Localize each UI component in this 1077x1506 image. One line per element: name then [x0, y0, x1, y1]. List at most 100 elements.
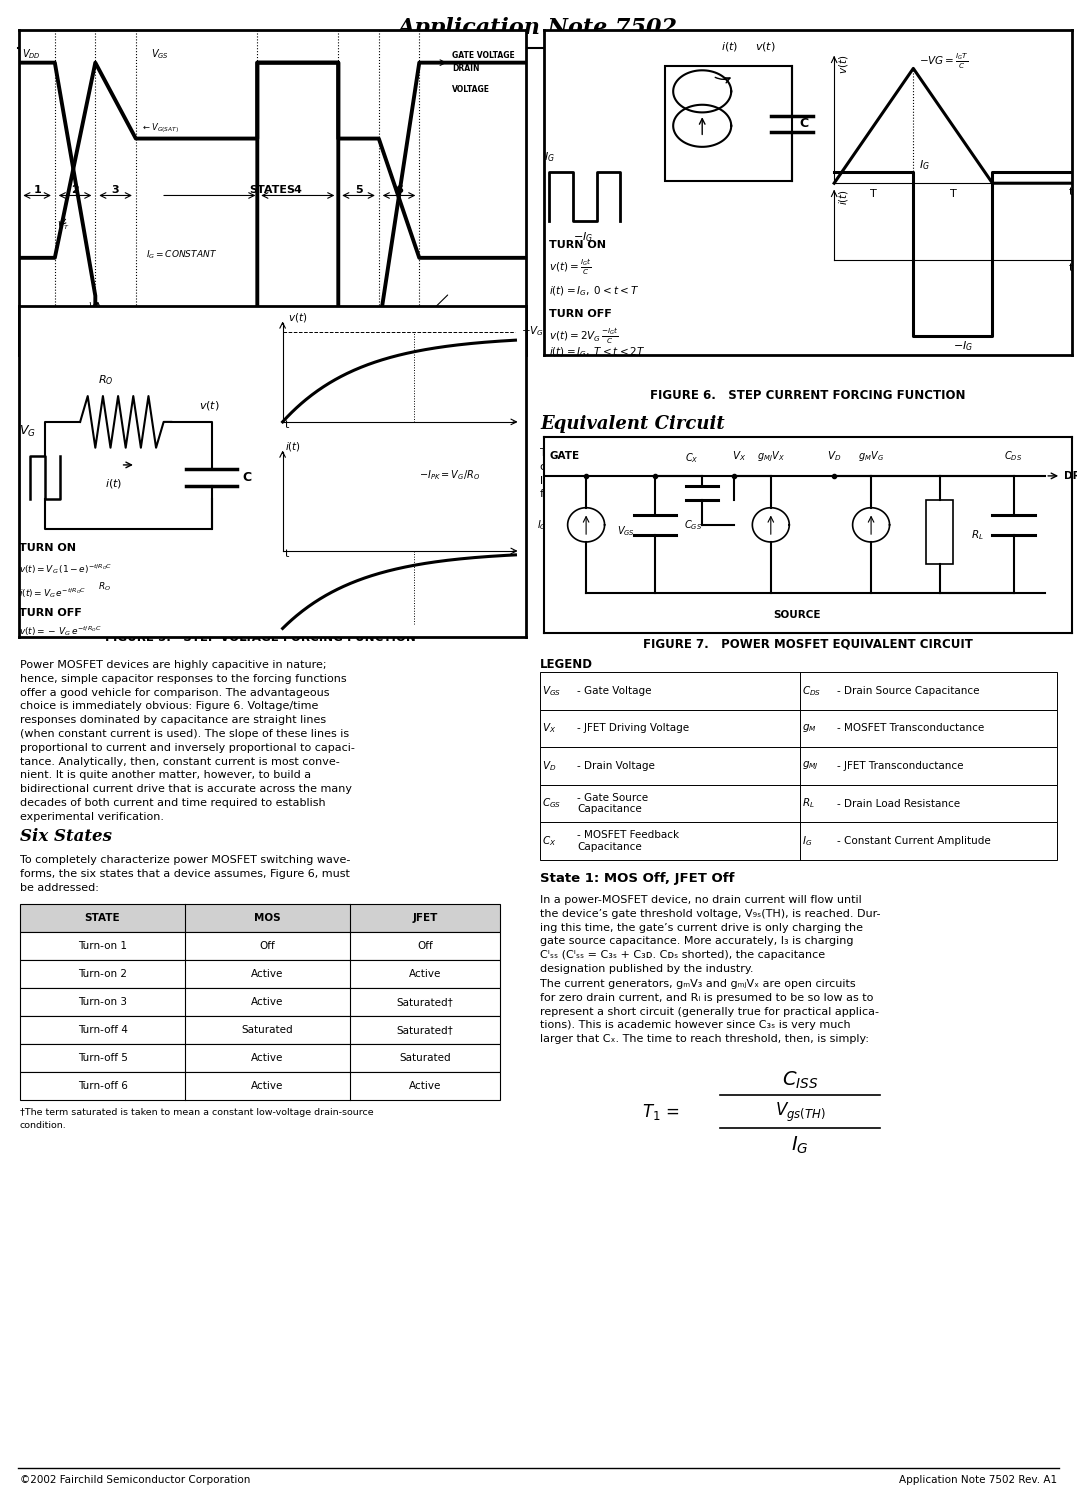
Text: - JFET Driving Voltage: - JFET Driving Voltage — [577, 723, 689, 733]
Text: $g_M$: $g_M$ — [802, 723, 816, 735]
Text: $C_X$: $C_X$ — [542, 834, 557, 848]
Text: (when constant current is used). The slope of these lines is: (when constant current is used). The slo… — [20, 729, 349, 739]
Text: $v(t) = -\,V_G\,e^{-t/R_OC}$: $v(t) = -\,V_G\,e^{-t/R_OC}$ — [19, 625, 102, 639]
Text: ©2002 Fairchild Semiconductor Corporation: ©2002 Fairchild Semiconductor Corporatio… — [20, 1474, 250, 1485]
Text: $-I_G$: $-I_G$ — [573, 230, 593, 244]
Text: $V_D$: $V_D$ — [542, 759, 557, 773]
Text: FIGURE 5.   STEP-VOLTAGE FORCING FUNCTION: FIGURE 5. STEP-VOLTAGE FORCING FUNCTION — [104, 631, 416, 643]
Text: $R_O$: $R_O$ — [98, 581, 111, 593]
Text: FIGURE 4.   IDEALIZED POWER MOSFET WAVEFORMS: FIGURE 4. IDEALIZED POWER MOSFET WAVEFOR… — [86, 392, 434, 405]
Bar — [20, 1044, 500, 1072]
Text: STATE: STATE — [85, 913, 121, 923]
Text: $V_X$: $V_X$ — [732, 449, 746, 462]
Text: TURN OFF: TURN OFF — [549, 309, 612, 319]
Text: represent a short circuit (generally true for practical applica-: represent a short circuit (generally tru… — [540, 1006, 879, 1017]
Text: $R_O$: $R_O$ — [98, 373, 113, 387]
Text: Application Note 7502 Rev. A1: Application Note 7502 Rev. A1 — [899, 1474, 1057, 1485]
Text: Active: Active — [409, 1081, 442, 1090]
Text: TURN ON: TURN ON — [549, 241, 606, 250]
Text: $V_X$: $V_X$ — [542, 721, 556, 735]
Text: $i(t)$: $i(t)$ — [285, 440, 302, 453]
Text: for zero drain current, and Rₗ is presumed to be so low as to: for zero drain current, and Rₗ is presum… — [540, 992, 873, 1003]
Text: - Gate Source
Capacitance: - Gate Source Capacitance — [577, 792, 648, 815]
Bar — [20, 904, 500, 932]
Text: Turn-off 6: Turn-off 6 — [78, 1081, 127, 1090]
Bar — [540, 822, 1057, 860]
Text: choice is immediately obvious: Figure 6. Voltage/time: choice is immediately obvious: Figure 6.… — [20, 702, 319, 711]
Text: - Constant Current Amplitude: - Constant Current Amplitude — [837, 836, 991, 846]
Text: Application Note 7502: Application Note 7502 — [398, 17, 679, 39]
Text: $\leftarrow V_{G(SAT)}$: $\leftarrow V_{G(SAT)}$ — [141, 120, 179, 136]
Text: $V_T$: $V_T$ — [57, 218, 70, 232]
Text: FIGURE 6.   STEP CURRENT FORCING FUNCTION: FIGURE 6. STEP CURRENT FORCING FUNCTION — [651, 389, 966, 402]
Text: 5: 5 — [354, 185, 362, 194]
Text: Turn-on 1: Turn-on 1 — [78, 941, 127, 950]
Text: Saturated†: Saturated† — [396, 997, 453, 1008]
Text: t: t — [285, 550, 290, 559]
Text: Cᴵₛₛ (Cᴵₛₛ = C₃ₛ + C₃ᴅ. Cᴅₛ shorted), the capacitance: Cᴵₛₛ (Cᴵₛₛ = C₃ₛ + C₃ᴅ. Cᴅₛ shorted), th… — [540, 950, 825, 961]
Text: DRAIN: DRAIN — [452, 63, 479, 72]
Text: STATES: STATES — [250, 185, 295, 194]
Bar — [926, 500, 953, 565]
Text: C: C — [800, 117, 809, 131]
Text: $R_L$: $R_L$ — [802, 797, 815, 810]
Text: $V_G$: $V_G$ — [19, 423, 37, 438]
Text: Saturated†: Saturated† — [396, 1026, 453, 1035]
Text: $C_{GS}$: $C_{GS}$ — [542, 797, 561, 810]
Text: TURN OFF: TURN OFF — [19, 607, 82, 617]
Text: $C_{DS}$: $C_{DS}$ — [802, 684, 821, 697]
Text: $V_D$: $V_D$ — [827, 449, 841, 462]
Text: offer a good vehicle for comparison. The advantageous: offer a good vehicle for comparison. The… — [20, 688, 330, 697]
Text: 4: 4 — [294, 185, 302, 194]
Text: GATE VOLTAGE: GATE VOLTAGE — [452, 51, 515, 60]
Text: $V_{gs(TH)}$: $V_{gs(TH)}$ — [774, 1101, 825, 1123]
Text: larger that Cₓ. The time to reach threshold, then, is simply:: larger that Cₓ. The time to reach thresh… — [540, 1035, 869, 1044]
Text: experimental verification.: experimental verification. — [20, 812, 164, 822]
Text: - Drain Load Resistance: - Drain Load Resistance — [837, 798, 960, 809]
Text: $i(t)$: $i(t)$ — [721, 39, 738, 53]
Text: hence, simple capacitor responses to the forcing functions: hence, simple capacitor responses to the… — [20, 673, 347, 684]
Text: $g_{MJ}V_X$: $g_{MJ}V_X$ — [757, 449, 785, 464]
Text: $V_{D(SAT)}$: $V_{D(SAT)}$ — [181, 330, 209, 343]
Text: t: t — [285, 420, 290, 431]
Text: gate source capacitance. More accurately, I₃ is charging: gate source capacitance. More accurately… — [540, 937, 853, 946]
Text: $v(t) = \frac{I_G t}{C}$: $v(t) = \frac{I_G t}{C}$ — [549, 258, 591, 277]
Bar — [540, 785, 1057, 822]
Text: t: t — [1069, 264, 1074, 273]
Text: $-I_{PK} = V_G/R_O$: $-I_{PK} = V_G/R_O$ — [419, 468, 480, 482]
Text: $I_G$: $I_G$ — [792, 1134, 809, 1155]
Text: Equivalent Circuit: Equivalent Circuit — [540, 416, 725, 434]
Text: Active: Active — [251, 1081, 283, 1090]
Text: - MOSFET Feedback
Capacitance: - MOSFET Feedback Capacitance — [577, 830, 680, 852]
Bar — [540, 709, 1057, 747]
Text: Active: Active — [251, 1053, 283, 1063]
Text: - JFET Transconductance: - JFET Transconductance — [837, 761, 964, 771]
Text: MOS: MOS — [254, 913, 281, 923]
Text: Turn-off 5: Turn-off 5 — [78, 1053, 127, 1063]
Text: $I_G$: $I_G$ — [802, 834, 812, 848]
Text: $v(t)$: $v(t)$ — [199, 399, 220, 413]
Text: $R_L$: $R_L$ — [971, 527, 984, 542]
Text: Active: Active — [251, 997, 283, 1008]
Text: $I_G = CONSTANT$: $I_G = CONSTANT$ — [145, 248, 216, 262]
Text: t: t — [1069, 187, 1074, 197]
Text: †The term saturated is taken to mean a constant low-voltage drain-source: †The term saturated is taken to mean a c… — [20, 1108, 374, 1117]
Text: - MOSFET Transconductance: - MOSFET Transconductance — [837, 723, 984, 733]
Bar — [20, 988, 500, 1017]
Text: DRAIN: DRAIN — [1064, 471, 1077, 480]
Text: proportional to current and inversely proportional to capaci-: proportional to current and inversely pr… — [20, 742, 355, 753]
Text: VOLTAGE: VOLTAGE — [452, 86, 490, 95]
Text: C: C — [242, 471, 251, 485]
Text: $I_G$: $I_G$ — [919, 158, 929, 172]
Text: Turn-off 4: Turn-off 4 — [78, 1026, 127, 1035]
Text: LEGEND: LEGEND — [540, 658, 593, 672]
Text: $-VG = \frac{I_G T}{C}$: $-VG = \frac{I_G T}{C}$ — [919, 51, 968, 71]
Bar — [20, 1072, 500, 1099]
Text: Off: Off — [417, 941, 433, 950]
Text: $V_{DK}$: $V_{DK}$ — [87, 300, 106, 313]
Bar — [20, 932, 500, 959]
Text: $i(t)$: $i(t)$ — [106, 477, 123, 489]
Text: TIME: TIME — [25, 345, 50, 354]
Text: bidirectional current drive that is accurate across the many: bidirectional current drive that is accu… — [20, 785, 352, 794]
Text: $v(t) = V_G\,(1-e)^{-t/R_OC}$: $v(t) = V_G\,(1-e)^{-t/R_OC}$ — [19, 562, 113, 575]
